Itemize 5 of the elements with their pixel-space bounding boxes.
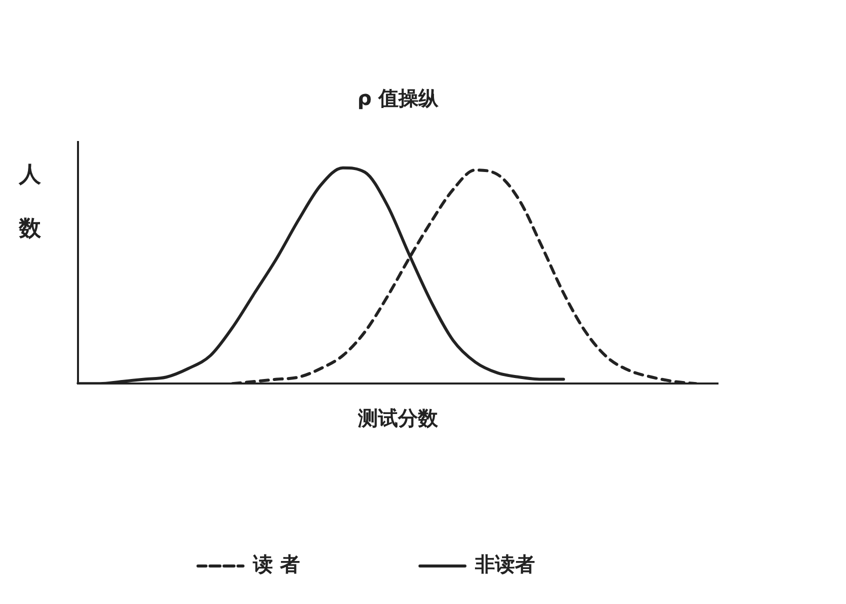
chart-title: ρ 值操纵 — [357, 86, 440, 110]
x-axis-title: 测试分数 — [357, 406, 439, 430]
text: 人数 — [19, 162, 41, 242]
legend-label: 读 者 — [252, 552, 300, 576]
legend-label: 非读者 — [474, 552, 535, 576]
